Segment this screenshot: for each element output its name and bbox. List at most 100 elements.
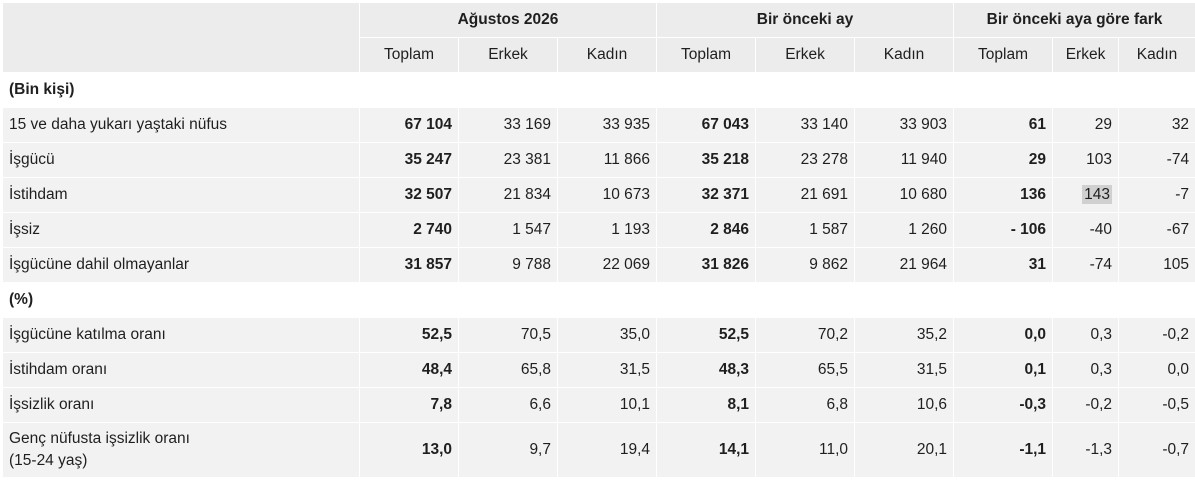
cell: 6,8 <box>756 388 855 423</box>
header-corner <box>3 3 360 73</box>
cell: 35 247 <box>360 143 459 178</box>
cell: -0,2 <box>1119 318 1195 353</box>
cell: 2 846 <box>657 213 756 248</box>
cell: 29 <box>1053 108 1119 143</box>
section-label: (Bin kişi) <box>3 73 1195 108</box>
header-previous-month: Bir önceki ay <box>657 3 954 38</box>
cell: 31 <box>954 248 1053 283</box>
cell: 32 507 <box>360 178 459 213</box>
cell: 10,6 <box>855 388 954 423</box>
header-total: Toplam <box>954 38 1053 73</box>
cell: -40 <box>1053 213 1119 248</box>
labour-statistics-table: Ağustos 2026 Bir önceki ay Bir önceki ay… <box>2 2 1195 478</box>
header-group-row: Ağustos 2026 Bir önceki ay Bir önceki ay… <box>3 3 1195 38</box>
cell: 9 862 <box>756 248 855 283</box>
cell: - 106 <box>954 213 1053 248</box>
cell: 35 218 <box>657 143 756 178</box>
cell: 48,3 <box>657 353 756 388</box>
cell: 1 587 <box>756 213 855 248</box>
cell: -0,2 <box>1053 388 1119 423</box>
cell: 23 278 <box>756 143 855 178</box>
cell: 10 673 <box>558 178 657 213</box>
cell: 2 740 <box>360 213 459 248</box>
cell: 31 826 <box>657 248 756 283</box>
cell: 19,4 <box>558 423 657 478</box>
cell: 6,6 <box>459 388 558 423</box>
cell: 65,5 <box>756 353 855 388</box>
row-label: İşgücüne katılma oranı <box>3 318 360 353</box>
table-row: İşgücüne dahil olmayanlar 31 857 9 788 2… <box>3 248 1195 283</box>
cell: 11,0 <box>756 423 855 478</box>
header-total: Toplam <box>360 38 459 73</box>
cell: 35,0 <box>558 318 657 353</box>
cell: 21 691 <box>756 178 855 213</box>
row-label: İstihdam <box>3 178 360 213</box>
section-percent: (%) <box>3 283 1195 318</box>
cell: 0,0 <box>1119 353 1195 388</box>
cell: 35,2 <box>855 318 954 353</box>
cell: -67 <box>1119 213 1195 248</box>
cell: -0,3 <box>954 388 1053 423</box>
header-male: Erkek <box>756 38 855 73</box>
cell: 0,1 <box>954 353 1053 388</box>
cell: 8,1 <box>657 388 756 423</box>
cell: -1,3 <box>1053 423 1119 478</box>
cell: 52,5 <box>360 318 459 353</box>
cell: 1 193 <box>558 213 657 248</box>
cell: 7,8 <box>360 388 459 423</box>
row-label: Genç nüfusta işsizlik oranı(15-24 yaş) <box>3 423 360 478</box>
header-difference: Bir önceki aya göre fark <box>954 3 1195 38</box>
row-label: 15 ve daha yukarı yaştaki nüfus <box>3 108 360 143</box>
cell-highlighted: 143 <box>1053 178 1119 213</box>
table-row: İşsiz 2 740 1 547 1 193 2 846 1 587 1 26… <box>3 213 1195 248</box>
table-row: 15 ve daha yukarı yaştaki nüfus 67 104 3… <box>3 108 1195 143</box>
header-current-month: Ağustos 2026 <box>360 3 657 38</box>
cell: 1 547 <box>459 213 558 248</box>
row-label: İşsiz <box>3 213 360 248</box>
cell: 10,1 <box>558 388 657 423</box>
table-row: Genç nüfusta işsizlik oranı(15-24 yaş) 1… <box>3 423 1195 478</box>
cell: 48,4 <box>360 353 459 388</box>
cell: 70,5 <box>459 318 558 353</box>
cell: 9 788 <box>459 248 558 283</box>
cell: 0,0 <box>954 318 1053 353</box>
section-label: (%) <box>3 283 1195 318</box>
cell: 103 <box>1053 143 1119 178</box>
cell: 33 903 <box>855 108 954 143</box>
row-label: İşsizlik oranı <box>3 388 360 423</box>
cell: 32 371 <box>657 178 756 213</box>
cell: -74 <box>1053 248 1119 283</box>
header-total: Toplam <box>657 38 756 73</box>
cell: 0,3 <box>1053 353 1119 388</box>
cell: 11 940 <box>855 143 954 178</box>
cell: 67 104 <box>360 108 459 143</box>
cell: 22 069 <box>558 248 657 283</box>
cell: 21 834 <box>459 178 558 213</box>
cell: -7 <box>1119 178 1195 213</box>
cell: 105 <box>1119 248 1195 283</box>
cell: 20,1 <box>855 423 954 478</box>
cell: -0,7 <box>1119 423 1195 478</box>
cell: 10 680 <box>855 178 954 213</box>
row-label: İstihdam oranı <box>3 353 360 388</box>
cell: -1,1 <box>954 423 1053 478</box>
cell: 32 <box>1119 108 1195 143</box>
cell: 1 260 <box>855 213 954 248</box>
cell: 23 381 <box>459 143 558 178</box>
cell: 21 964 <box>855 248 954 283</box>
cell: 33 935 <box>558 108 657 143</box>
header-female: Kadın <box>855 38 954 73</box>
cell: 52,5 <box>657 318 756 353</box>
cell: 11 866 <box>558 143 657 178</box>
cell: 70,2 <box>756 318 855 353</box>
row-label-line2: (15-24 yaş) <box>9 452 87 469</box>
cell: 33 140 <box>756 108 855 143</box>
cell: 136 <box>954 178 1053 213</box>
cell: -0,5 <box>1119 388 1195 423</box>
section-thousands: (Bin kişi) <box>3 73 1195 108</box>
cell: 0,3 <box>1053 318 1119 353</box>
cell: 67 043 <box>657 108 756 143</box>
row-label: İşgücü <box>3 143 360 178</box>
table-row: İşsizlik oranı 7,8 6,6 10,1 8,1 6,8 10,6… <box>3 388 1195 423</box>
row-label: İşgücüne dahil olmayanlar <box>3 248 360 283</box>
